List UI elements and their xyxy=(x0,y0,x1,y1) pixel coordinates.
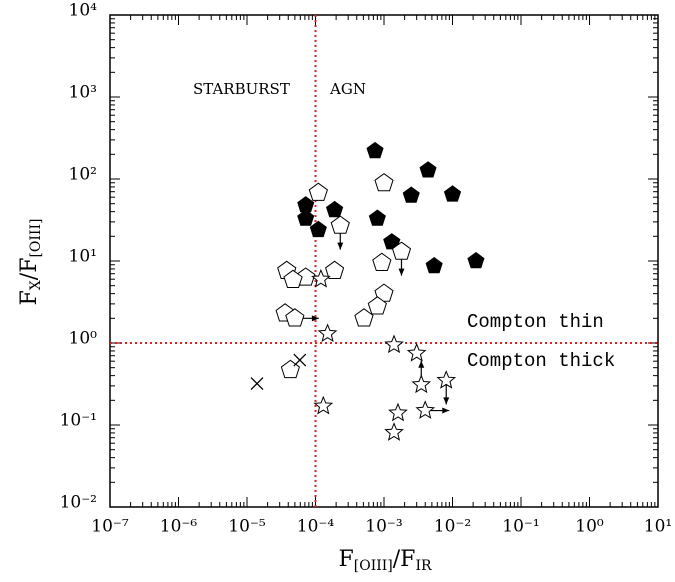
y-axis-label-part: X xyxy=(28,280,44,290)
filled-pentagon xyxy=(326,200,344,218)
open-pentagon xyxy=(391,241,412,260)
open-pentagon xyxy=(285,308,305,327)
y-axis-label-part: [OIII] xyxy=(28,219,44,258)
x-tick-label: 10¹ xyxy=(644,517,672,537)
x-tick-label: 10⁻⁶ xyxy=(160,517,198,537)
limit-arrow-head xyxy=(398,268,405,276)
star xyxy=(415,400,436,419)
filled-pentagon xyxy=(419,161,437,178)
limit-arrow-head xyxy=(443,397,450,405)
star xyxy=(411,374,432,394)
star xyxy=(406,342,427,362)
y-tick-label: 10³ xyxy=(69,83,97,103)
filled-pentagon xyxy=(366,141,384,159)
star xyxy=(388,402,408,422)
x-tick-label: 10⁻⁵ xyxy=(228,517,266,537)
filled-pentagon xyxy=(309,220,327,238)
open-pentagon xyxy=(372,252,392,271)
limit-arrow-head xyxy=(311,315,319,322)
open-pentagon xyxy=(354,308,374,327)
filled-pentagon xyxy=(467,252,485,269)
x-axis-label-part: IR xyxy=(415,558,432,574)
open-pentagon xyxy=(374,173,394,192)
x-tick-label: 10⁻¹ xyxy=(502,517,539,537)
filled-pentagon xyxy=(297,196,315,213)
cross xyxy=(250,377,264,391)
star xyxy=(317,323,338,342)
y-axis-label: FX/F[OIII] xyxy=(17,219,44,306)
filled-pentagon xyxy=(443,185,462,202)
y-tick-label: 10¹ xyxy=(69,247,97,267)
open-pentagon xyxy=(308,182,328,201)
star xyxy=(313,395,334,415)
filled-pentagon xyxy=(383,233,401,250)
x-tick-label: 10⁻³ xyxy=(365,517,402,537)
filled-pentagon xyxy=(425,257,443,274)
limit-arrow-head xyxy=(442,407,450,414)
annotation: Compton thin xyxy=(467,311,604,333)
y-tick-label: 10⁻¹ xyxy=(60,411,97,431)
y-tick-label: 10⁴ xyxy=(69,1,98,21)
open-pentagon xyxy=(283,269,303,288)
x-axis-label: F[OIII]/FIR xyxy=(338,547,431,574)
x-axis-label-part: /F xyxy=(393,547,416,572)
y-axis-label-part: F xyxy=(17,290,42,305)
star xyxy=(436,370,457,389)
filled-pentagon xyxy=(297,209,315,226)
x-axis-label-part: F xyxy=(338,547,353,572)
filled-pentagon xyxy=(402,186,420,203)
annotation: STARBURST xyxy=(193,80,290,98)
x-tick-label: 10⁻² xyxy=(434,517,471,537)
x-axis-label-part: [OIII] xyxy=(354,558,393,574)
open-pentagon xyxy=(330,215,350,234)
annotation: AGN xyxy=(329,80,366,98)
open-pentagon xyxy=(367,296,387,315)
open-pentagon xyxy=(325,260,345,279)
star xyxy=(384,422,404,441)
star xyxy=(311,268,331,288)
y-axis-label-part: /F xyxy=(17,258,42,281)
filled-pentagon xyxy=(368,209,386,226)
y-tick-label: 10² xyxy=(69,165,97,185)
x-tick-label: 10⁰ xyxy=(575,517,604,537)
x-tick-label: 10⁻⁷ xyxy=(91,517,129,537)
limit-arrow-head xyxy=(337,242,344,250)
star xyxy=(384,334,404,354)
x-tick-label: 10⁻⁴ xyxy=(297,517,335,537)
annotation: Compton thick xyxy=(467,350,615,372)
y-tick-label: 10⁰ xyxy=(69,329,98,349)
y-tick-label: 10⁻² xyxy=(60,493,97,513)
cross xyxy=(293,353,307,367)
limit-arrow-head xyxy=(418,360,425,368)
